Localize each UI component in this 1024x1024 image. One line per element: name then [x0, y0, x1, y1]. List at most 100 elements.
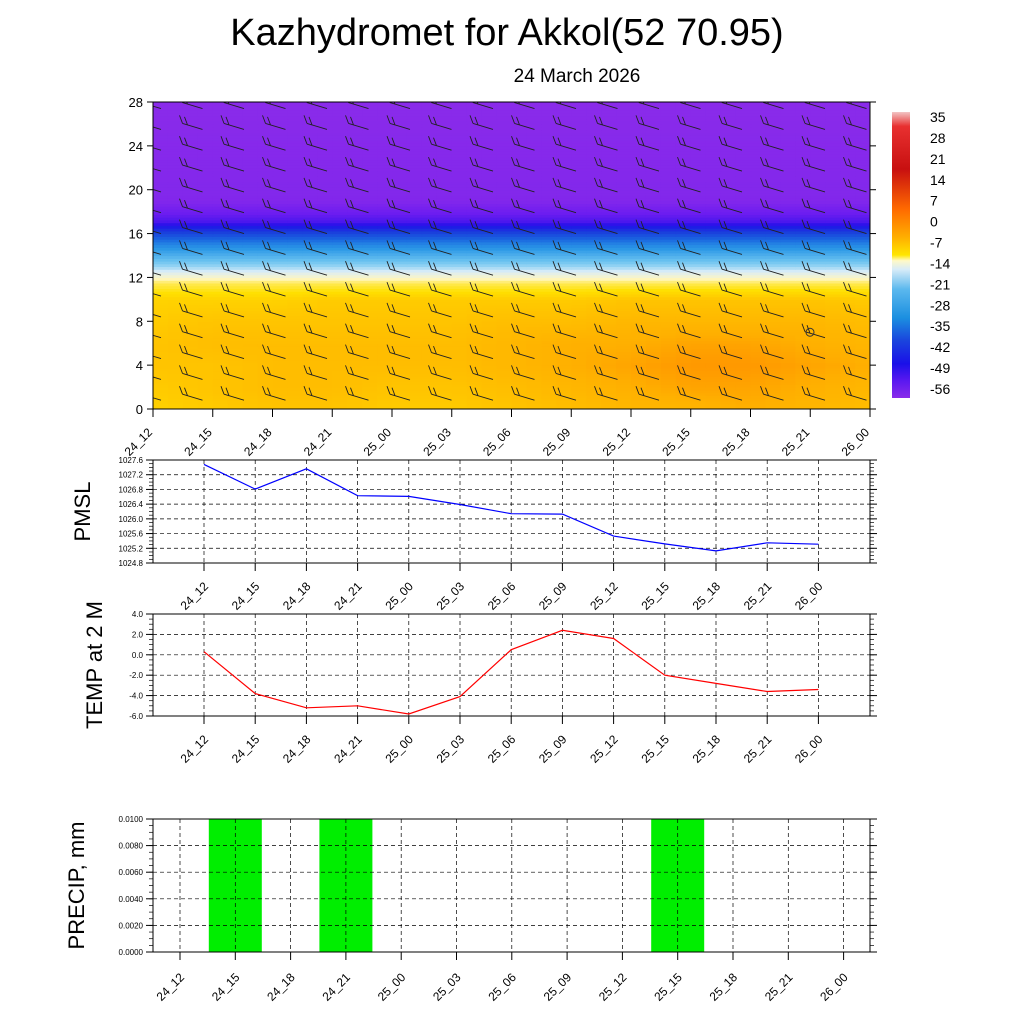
heat-cell [571, 208, 587, 213]
heat-cell [750, 134, 767, 139]
heat-cell [436, 345, 453, 350]
heat-cell [287, 134, 303, 139]
heat-cell [571, 134, 587, 139]
heat-cell [302, 293, 318, 298]
heat-cell [332, 192, 348, 196]
heat-cell [855, 252, 870, 257]
heat-cell [272, 247, 289, 251]
heat-cell [287, 184, 303, 188]
heat-cell [167, 255, 184, 259]
heat-cell [496, 307, 513, 311]
heat-cell [645, 296, 662, 300]
heat-cell [825, 255, 841, 259]
heat-cell [377, 280, 393, 284]
heat-cell [541, 381, 557, 385]
heat-cell [421, 269, 438, 273]
heat-cell [660, 252, 677, 257]
heat-cell [720, 315, 737, 320]
heat-cell [197, 392, 214, 396]
heat-cell [362, 340, 378, 344]
heat-cell [257, 219, 274, 224]
heat-cell [466, 217, 483, 221]
heat-cell [750, 277, 767, 281]
heat-cell [153, 206, 169, 210]
heat-cell [645, 326, 662, 331]
heat-cell [705, 206, 722, 210]
heat-cell [362, 392, 378, 396]
heat-cell [750, 244, 767, 248]
heat-cell [212, 222, 229, 226]
heat-cell [392, 211, 408, 215]
heat-cell [720, 134, 737, 139]
heat-cell [377, 296, 393, 300]
heat-cell [167, 356, 184, 361]
heat-cell [406, 208, 423, 213]
heat-cell [272, 258, 289, 262]
heat-cell [212, 345, 229, 350]
heat-cell [750, 351, 767, 355]
heat-cell [631, 200, 647, 205]
heat-cell [451, 269, 468, 273]
heat-cell [840, 219, 856, 224]
heat-cell [705, 269, 722, 273]
heat-cell [197, 332, 214, 336]
heat-cell [451, 359, 468, 363]
heat-cell [526, 340, 542, 344]
heat-cell [750, 345, 767, 350]
heat-cell [153, 263, 169, 268]
heat-cell [660, 313, 677, 317]
heat-cell [451, 395, 468, 399]
heat-cell [272, 151, 289, 155]
heat-cell [257, 217, 274, 221]
heat-cell [511, 266, 528, 270]
heat-cell [377, 293, 393, 298]
heat-cell [690, 332, 707, 336]
heat-cell [840, 310, 856, 314]
heat-cell [660, 351, 677, 355]
heat-cell [571, 222, 587, 226]
heat-cell [765, 302, 781, 306]
heat-cell [317, 274, 333, 279]
heat-cell [660, 219, 677, 224]
heat-cell [481, 159, 498, 163]
heat-cell [377, 151, 393, 155]
heat-cell [705, 159, 722, 163]
heat-cell [287, 148, 303, 152]
heat-cell [795, 318, 811, 322]
heat-cell [645, 228, 662, 232]
heat-cell [571, 137, 587, 141]
heat-cell [735, 241, 752, 246]
heat-cell [810, 200, 826, 205]
heat-cell [182, 304, 199, 309]
heat-cell [556, 403, 572, 407]
heat-cell [392, 219, 408, 224]
heat-cell [750, 230, 767, 235]
heat-cell [750, 137, 767, 141]
heat-cell [496, 288, 513, 292]
heat-cell [451, 233, 468, 237]
heat-cell [257, 195, 274, 199]
heat-cell [735, 324, 752, 328]
heat-cell [332, 351, 348, 355]
heat-cell [825, 362, 841, 366]
heat-cell [571, 200, 587, 205]
heat-cell [675, 132, 692, 136]
heatmap-field [153, 102, 870, 409]
heat-cell [347, 181, 363, 185]
heat-cell [765, 162, 781, 166]
heat-cell [586, 400, 602, 405]
heat-cell [810, 277, 826, 281]
heat-cell [302, 376, 318, 380]
heat-cell [526, 296, 542, 300]
heat-cell [765, 189, 781, 194]
heat-cell [451, 129, 468, 133]
heat-cell [362, 184, 378, 188]
heat-cell [242, 148, 259, 152]
heat-cell [197, 189, 214, 194]
heat-cell [810, 165, 826, 169]
heat-cell [586, 132, 602, 136]
heat-cell [436, 285, 453, 289]
heat-cell [556, 208, 572, 213]
heat-cell [645, 145, 662, 150]
heat-cell [765, 195, 781, 199]
